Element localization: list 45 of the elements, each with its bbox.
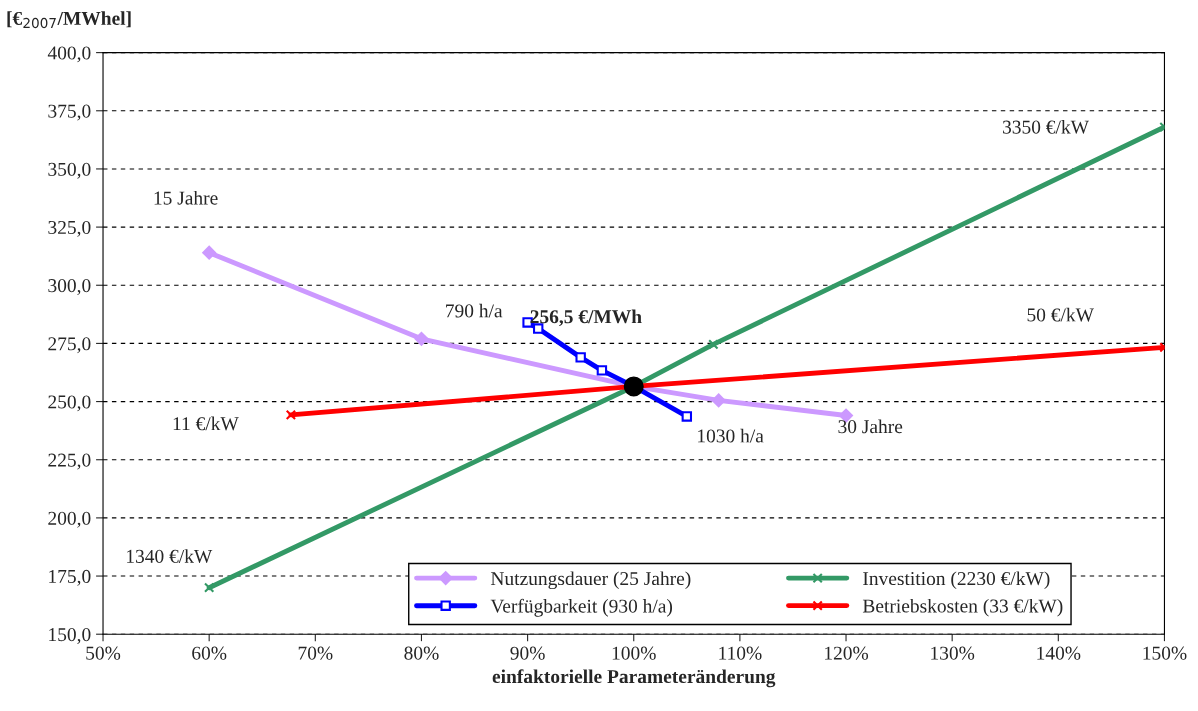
y-tick-label: 375,0 [48, 104, 91, 121]
x-tick-label: 50% [86, 646, 121, 660]
y-tick-label: 150,0 [49, 628, 91, 644]
annotation: 256,5 €/MWh [530, 309, 642, 327]
annotation: 1030 h/a [698, 428, 764, 443]
annotation: 50 €/kW [1027, 307, 1094, 322]
y-tick-label: 350,0 [48, 162, 91, 179]
point [203, 582, 215, 593]
x-tick-label: 120% [825, 646, 869, 660]
y-tick-label: 175,0 [49, 569, 91, 586]
point [202, 245, 217, 260]
point [575, 352, 586, 363]
x-tick-label: 90% [510, 646, 545, 660]
annotation: 11 €/kW [173, 416, 239, 431]
point [681, 411, 693, 422]
x-axis-title: einfaktorielle Parameteränderung [492, 669, 776, 688]
y-axis-title: [€$_{2007}$/MWhel] [7, 11, 131, 29]
x-tick-label: 140% [1037, 646, 1081, 660]
x-tick-label: 100% [612, 646, 656, 660]
annotation: 30 Jahre [838, 419, 903, 434]
x-tick-label: 130% [931, 646, 975, 660]
y-tick-label: 300,0 [48, 279, 91, 295]
y-tick-label: 275,0 [48, 337, 91, 354]
point [414, 331, 429, 346]
y-tick-label: 250,0 [48, 395, 91, 412]
y-tick-label: 325,0 [48, 220, 91, 237]
legend-label: Verfügbarkeit (930 h/a) [490, 598, 673, 617]
annotation: 790 h/a [446, 303, 503, 318]
annotation: 15 Jahre [154, 190, 218, 205]
y-tick-label: 225,0 [48, 453, 91, 470]
point [708, 339, 719, 350]
x-tick-label: 60% [192, 646, 227, 660]
point [596, 365, 608, 376]
point [711, 393, 726, 408]
legend-label: Investition (2230 €/kW) [863, 571, 1050, 590]
y-tick-label: 400,0 [47, 46, 91, 63]
y-tick-label: 200,0 [48, 511, 91, 528]
x-tick-label: 80% [404, 646, 439, 660]
x-tick-label: 70% [298, 646, 333, 660]
annotation: 3350 €/kW [1002, 119, 1089, 134]
annotation: 1340 €/kW [127, 549, 213, 563]
legend-label: Nutzungsdauer (25 Jahre) [490, 571, 691, 590]
x-tick-label: 110% [719, 646, 762, 660]
x-tick-label: 150% [1143, 646, 1187, 660]
legend-label: Betriebskosten (33 €/kW) [862, 598, 1063, 617]
